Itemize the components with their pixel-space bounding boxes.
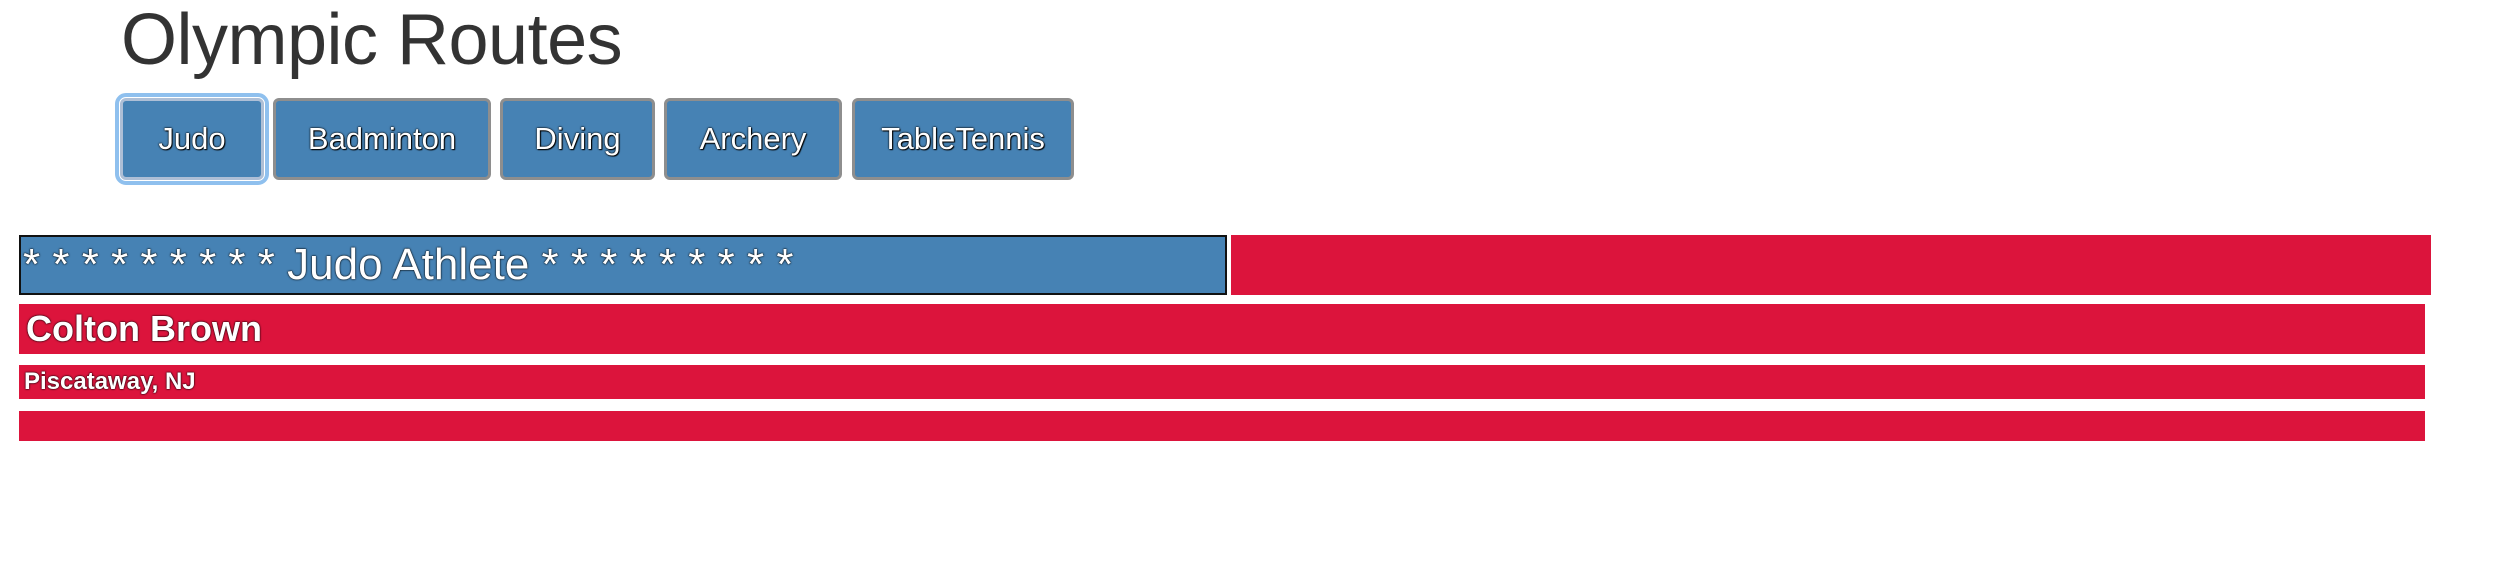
tab-tabletennis[interactable]: TableTennis [852, 98, 1074, 180]
athlete-name: Colton Brown [19, 304, 2425, 354]
tab-archery[interactable]: Archery [664, 98, 842, 180]
page-title: Olympic Routes [121, 0, 623, 80]
athlete-location: Piscataway, NJ [19, 365, 2425, 399]
athlete-card-header-row: * * * * * * * * * Judo Athlete * * * * *… [19, 235, 2431, 295]
athlete-card-header-fill [1231, 235, 2431, 295]
tab-badminton[interactable]: Badminton [273, 98, 491, 180]
tab-judo[interactable]: Judo [115, 93, 269, 185]
athlete-card-header: * * * * * * * * * Judo Athlete * * * * *… [19, 235, 1227, 295]
tab-diving[interactable]: Diving [500, 98, 655, 180]
athlete-extra-row [19, 411, 2425, 441]
